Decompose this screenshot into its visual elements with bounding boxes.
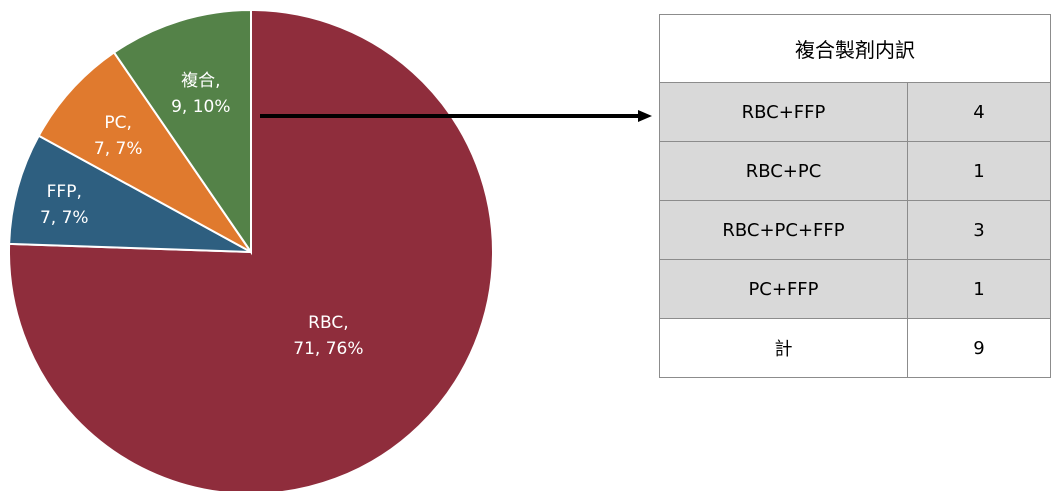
arrow-head-icon <box>638 110 652 122</box>
row-count: 1 <box>907 141 1051 201</box>
pie-slice-pc <box>37 51 252 253</box>
table-row: RBC+FFP 4 <box>659 82 1051 142</box>
pie-slice-ffp <box>8 134 252 253</box>
slice-label: FFP, 7, 7% <box>40 182 89 228</box>
table-row: RBC+PC 1 <box>659 141 1051 201</box>
slice-label: PC, 7, 7% <box>94 113 143 159</box>
row-name: RBC+FFP <box>659 82 908 142</box>
total-count: 9 <box>907 318 1051 378</box>
table-row: PC+FFP 1 <box>659 259 1051 319</box>
row-count: 3 <box>907 200 1051 260</box>
slice-label: RBC, 71, 76% <box>293 313 363 359</box>
row-name: RBC+PC+FFP <box>659 200 908 260</box>
pie-slice-複合 <box>112 8 252 256</box>
pie-labels: RBC, 71, 76% FFP, 7, 7% PC, 7, 7% 複合, 9, 10% <box>40 71 364 359</box>
row-name: PC+FFP <box>659 259 908 319</box>
combined-preparation-table: 複合製剤内訳 RBC+FFP 4 RBC+PC 1 RBC+PC+FFP 3 P… <box>659 14 1051 378</box>
slice-label-name: 複合, <box>181 71 220 91</box>
table-title: 複合製剤内訳 <box>659 14 1051 83</box>
slice-label: 複合, 9, 10% <box>171 71 230 117</box>
slice-label-value: 9, 10% <box>171 97 230 117</box>
row-count: 1 <box>907 259 1051 319</box>
slice-label-name: RBC, <box>308 313 348 333</box>
arrow-connector <box>260 110 652 122</box>
total-label: 計 <box>659 318 908 378</box>
slice-label-name: FFP, <box>47 182 82 202</box>
row-count: 4 <box>907 82 1051 142</box>
slice-label-value: 7, 7% <box>40 208 89 228</box>
slice-label-name: PC, <box>104 113 132 133</box>
table-title-row: 複合製剤内訳 <box>659 14 1051 83</box>
slice-label-value: 71, 76% <box>293 339 363 359</box>
table-row: RBC+PC+FFP 3 <box>659 200 1051 260</box>
pie-slice-rbc <box>8 8 494 491</box>
table-total-row: 計 9 <box>659 318 1051 378</box>
row-name: RBC+PC <box>659 141 908 201</box>
pie-slices <box>8 8 494 491</box>
slice-label-value: 7, 7% <box>94 139 143 159</box>
